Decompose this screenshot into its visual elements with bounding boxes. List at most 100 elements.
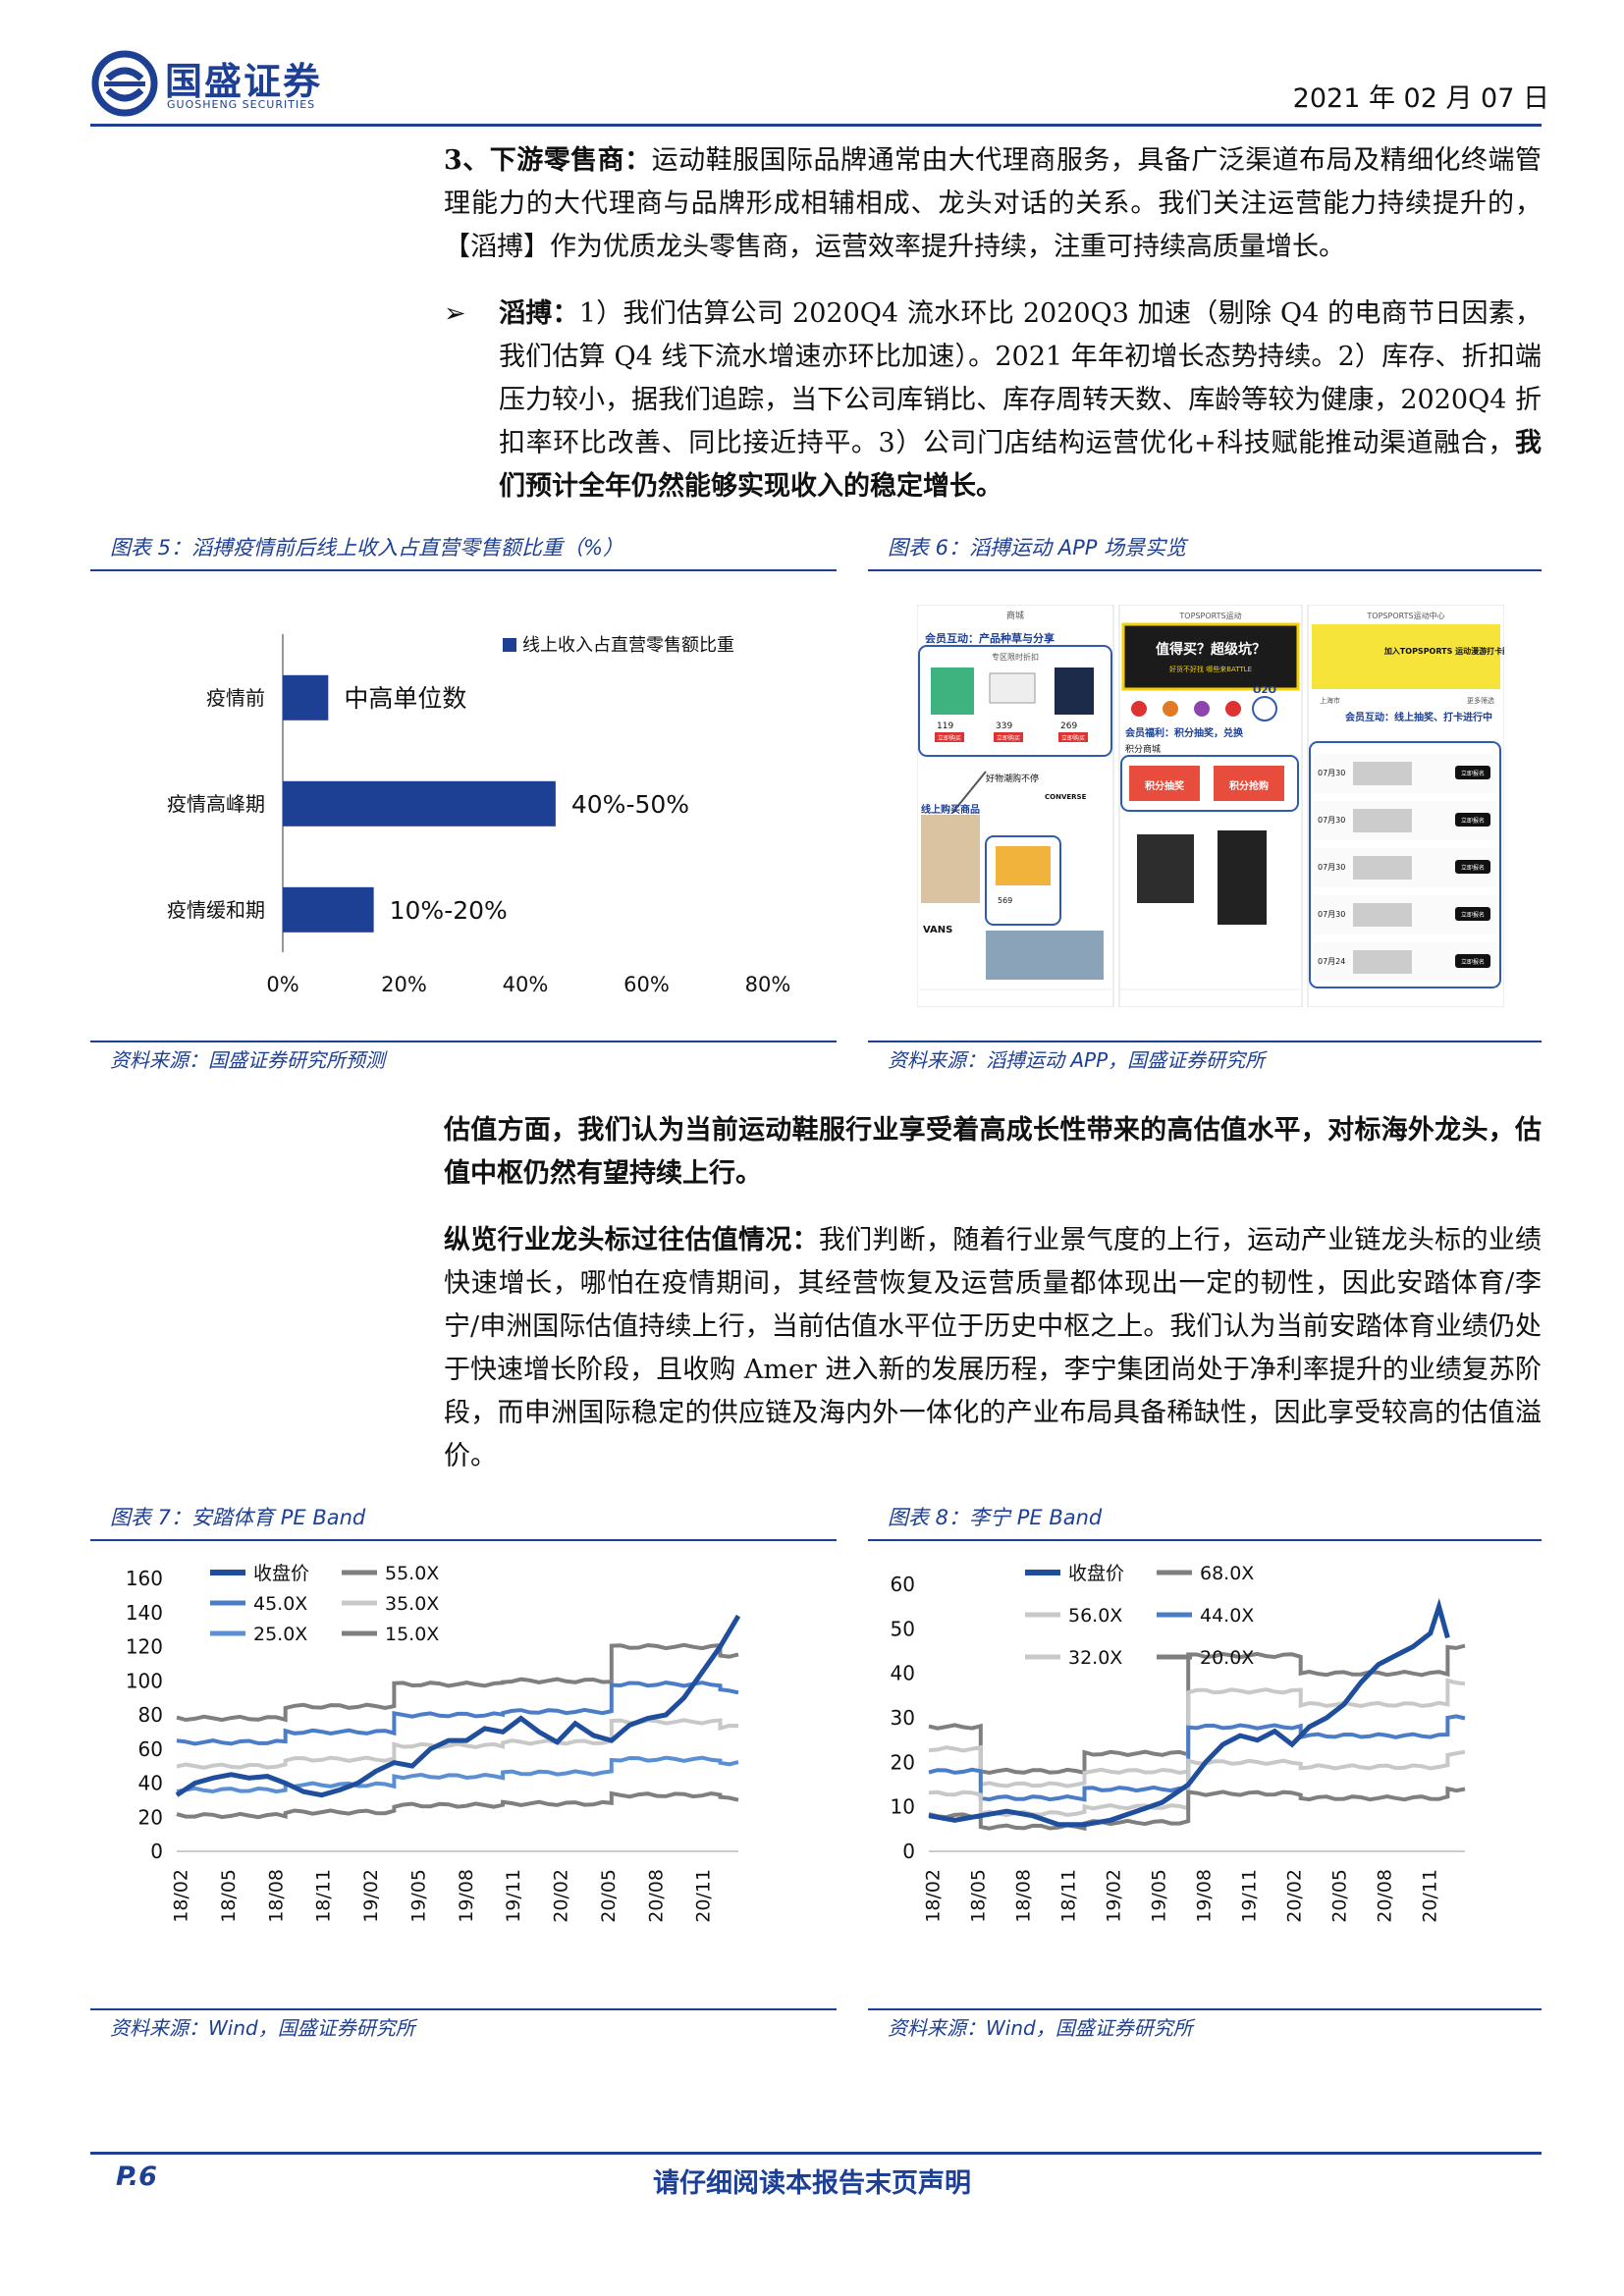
y-tick: 20 (138, 1805, 163, 1829)
x-tick: 19/05 (407, 1869, 429, 1923)
x-tick: 19/11 (1239, 1869, 1261, 1923)
x-tick: 20/02 (1284, 1869, 1306, 1923)
fig5-x-tick: 80% (745, 973, 791, 996)
s3-event-date: 07月30 (1318, 863, 1345, 872)
fig6-top-rule (868, 569, 1542, 571)
y-tick: 40 (138, 1772, 163, 1795)
s3-join-text: 立即报名 (1461, 864, 1485, 872)
fig7-source: 资料来源：Wind，国盛证券研究所 (110, 2016, 415, 2040)
fig5-x-tick: 60% (623, 973, 670, 996)
paragraph-valuation: 估值方面，我们认为当前运动鞋服行业享受着高成长性带来的高估值水平，对标海外龙头，… (444, 1115, 1542, 1189)
paragraph-heading: 3、下游零售商： (444, 145, 652, 176)
fig5-source: 资料来源：国盛证券研究所预测 (110, 1048, 385, 1072)
pe-band-line (176, 1790, 739, 1820)
bullet-text: 滔搏：1）我们估算公司 2020Q4 流水环比 2020Q3 加速（剔除 Q4 … (499, 293, 1542, 508)
y-tick: 80 (138, 1703, 163, 1727)
fig8-top-rule (868, 1539, 1542, 1541)
fig5-data-label: 中高单位数 (344, 684, 466, 713)
fig5-bar (283, 886, 374, 933)
fig5-x-tick: 40% (503, 973, 549, 996)
y-tick: 60 (891, 1573, 915, 1596)
app-screen-events: TOPSPORTS运动中心 加入TOPSPORTS 运动漫游打卡圈 上海市 更多… (1307, 605, 1504, 1007)
fig5-top-rule (90, 569, 837, 571)
x-tick: 19/05 (1149, 1869, 1170, 1923)
paragraph-leaders: 纵览行业龙头标过往估值情况：我们判断，随着行业景气度的上行，运动产业链龙头标的业… (444, 1219, 1542, 1478)
legend-label: 32.0X (1068, 1647, 1122, 1669)
y-tick: 160 (126, 1567, 163, 1590)
fig7-line-chart: 0 20 40 60 80 100 120 140 160 18/02 18/05 18/08 18/1… (126, 1563, 741, 1923)
s3-city: 上海市 (1320, 696, 1340, 705)
s3-event-date: 07月30 (1318, 816, 1345, 825)
product-tshirt-image (931, 667, 974, 715)
x-tick: 18/02 (923, 1869, 945, 1923)
x-tick: 18/05 (968, 1869, 990, 1923)
paragraph-leaders-text: 我们判断，随着行业景气度的上行，运动产业链龙头标的业绩快速增长，哪怕在疫情期间，… (444, 1225, 1543, 1471)
s1-hot-title: 好物潮购不停 (986, 773, 1039, 784)
product-slide-image (1137, 834, 1194, 903)
legend-label: 35.0X (385, 1593, 439, 1615)
s1-price-2: 339 (996, 721, 1012, 731)
logo-text-en: GUOSHENG SECURITIES (167, 98, 316, 111)
x-tick: 20/08 (645, 1869, 667, 1923)
app-screen-mall: 商城 会员互动：产品种草与分享 专区限时折扣 119 339 269 立即购买 … (917, 605, 1114, 1007)
paragraph-text: 运动鞋服国际品牌通常由大代理商服务，具备广泛渠道布局及精细化终端管理能力的大代理… (444, 145, 1543, 262)
x-tick: 20/11 (693, 1869, 715, 1923)
s3-event-thumb (1353, 762, 1412, 785)
fig7-top-rule (90, 1539, 837, 1541)
y-tick: 0 (150, 1840, 163, 1863)
fig7-bottom-rule (90, 2008, 837, 2010)
s3-join-button (1455, 860, 1490, 874)
x-tick: 18/05 (218, 1869, 240, 1923)
x-tick: 20/11 (1420, 1869, 1441, 1923)
bullet-body: 1）我们估算公司 2020Q4 流水环比 2020Q3 加速（剔除 Q4 的电商… (499, 298, 1543, 458)
y-tick: 30 (891, 1706, 915, 1730)
fig7-title: 图表 7：安踏体育 PE Band (110, 1506, 366, 1529)
s1-price-1: 119 (937, 721, 953, 731)
s1-buy-2: 立即购买 (997, 734, 1020, 742)
y-tick: 100 (126, 1669, 163, 1692)
product-sneaker-image (996, 846, 1051, 885)
fig5-bar (283, 674, 329, 721)
pe-band-line (928, 1643, 1466, 1776)
close-price-line (175, 1614, 741, 1798)
s2-lottery-button: 积分抽奖 (1145, 779, 1185, 792)
legend-label: 56.0X (1068, 1605, 1122, 1627)
paragraph-leaders-heading: 纵览行业龙头标过往估值情况： (444, 1225, 819, 1255)
fig5-data-label: 10%-20% (390, 896, 508, 925)
logo-mark-icon (91, 50, 158, 117)
y-tick: 140 (126, 1601, 163, 1625)
pe-band-line (928, 1786, 1466, 1832)
fig8-source: 资料来源：Wind，国盛证券研究所 (888, 2016, 1193, 2040)
s2-o2o-label: O2O (1253, 685, 1276, 696)
footer-rule (90, 2152, 1542, 2155)
x-tick: 18/11 (313, 1869, 335, 1923)
y-tick: 50 (891, 1617, 915, 1640)
fig5-legend-swatch (503, 638, 516, 652)
header-rule (90, 124, 1542, 127)
s2-points-mall: 积分商城 (1125, 743, 1161, 755)
s1-top-title: 商城 (1006, 610, 1024, 621)
product-pants-image (1218, 830, 1267, 925)
legend-label: 55.0X (385, 1563, 439, 1584)
legend-label: 68.0X (1200, 1563, 1254, 1584)
s3-event-thumb (1353, 856, 1412, 880)
s3-banner (1312, 624, 1500, 689)
s1-brand-vans: VANS (923, 925, 952, 935)
s3-banner-text: 加入TOPSPORTS 运动漫游打卡圈 (1383, 646, 1504, 656)
s3-top-title: TOPSPORTS运动中心 (1366, 611, 1444, 620)
page-number: P.6 (116, 2162, 157, 2192)
fig5-title: 图表 5：滔搏疫情前后线上收入占直营零售额比重（%） (110, 536, 623, 560)
bullet-arrow-icon: ➢ (444, 298, 466, 329)
fig8-bottom-rule (868, 2008, 1542, 2010)
app-screen-points: TOPSPORTS运动 值得买？超级坑？ 好货不好找 哪些来BATTLE O2O… (1118, 605, 1303, 1007)
legend-label: 15.0X (385, 1624, 439, 1645)
bullet-heading: 滔搏： (499, 298, 579, 329)
s3-join-text: 立即报名 (1461, 817, 1485, 825)
fig8-line-chart: 0 10 20 30 40 50 60 18/02 18/05 18/08 18/11 19/02 19… (891, 1563, 1466, 1923)
fig5-category-label: 疫情前 (206, 686, 265, 710)
s3-member-label: 会员互动：线上抽奖、打卡进行中 (1345, 711, 1492, 723)
s3-filter: 更多筛选 (1467, 696, 1494, 705)
s3-join-button (1455, 766, 1490, 779)
fig5-bar (283, 780, 556, 827)
close-price-line (928, 1598, 1450, 1828)
